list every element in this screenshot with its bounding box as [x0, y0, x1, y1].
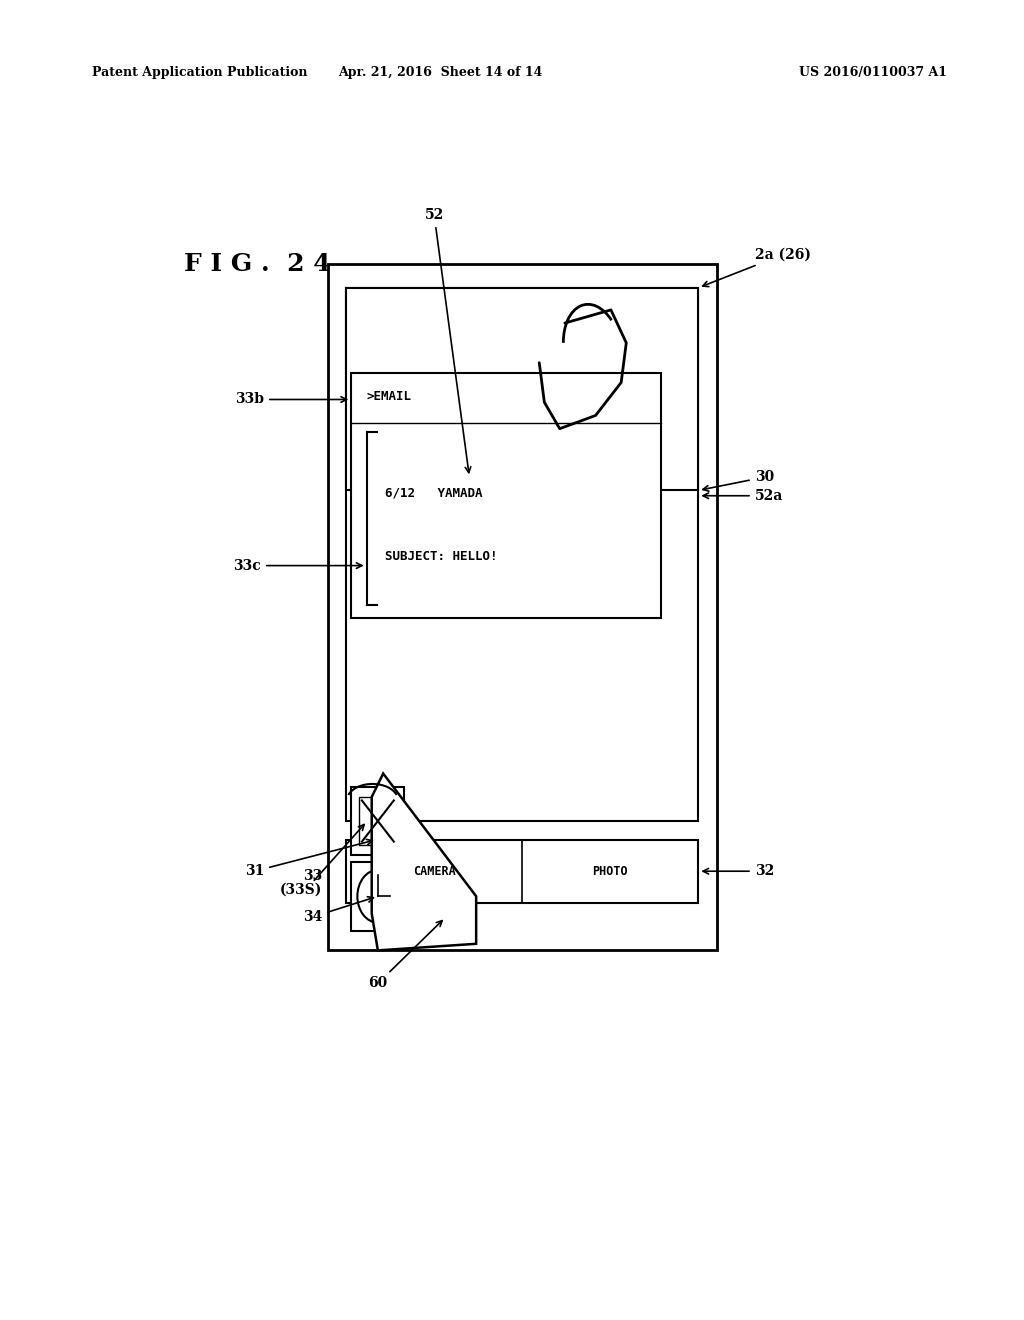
- Text: >EMAIL: >EMAIL: [367, 391, 412, 404]
- Bar: [351, 374, 662, 618]
- Bar: [346, 288, 698, 491]
- Polygon shape: [372, 774, 476, 950]
- Text: CAMERA: CAMERA: [413, 865, 456, 878]
- Text: 33: 33: [303, 869, 323, 883]
- Text: (33S): (33S): [281, 882, 323, 896]
- Text: 6/12   YAMADA: 6/12 YAMADA: [385, 487, 482, 499]
- Text: 33b: 33b: [236, 392, 346, 407]
- Text: 60: 60: [369, 920, 442, 990]
- Text: 32: 32: [703, 865, 774, 878]
- Text: 52a: 52a: [703, 488, 783, 503]
- Text: SUBJECT: HELLO!: SUBJECT: HELLO!: [385, 550, 498, 564]
- Text: PHOTO: PHOTO: [593, 865, 628, 878]
- Bar: [351, 787, 404, 855]
- Text: 52: 52: [425, 209, 471, 473]
- Text: US 2016/0110037 A1: US 2016/0110037 A1: [799, 66, 947, 79]
- Text: 34: 34: [303, 896, 374, 924]
- Text: 31: 31: [245, 840, 373, 878]
- Bar: [346, 288, 698, 821]
- Text: F I G .  2 4: F I G . 2 4: [184, 252, 331, 276]
- Text: Patent Application Publication: Patent Application Publication: [92, 66, 307, 79]
- Text: 33c: 33c: [233, 558, 361, 573]
- Text: 30: 30: [702, 470, 774, 491]
- Bar: [328, 264, 717, 950]
- Text: Apr. 21, 2016  Sheet 14 of 14: Apr. 21, 2016 Sheet 14 of 14: [338, 66, 543, 79]
- Text: 2a (26): 2a (26): [702, 248, 811, 286]
- Bar: [359, 797, 396, 845]
- Bar: [351, 862, 404, 931]
- Bar: [346, 840, 698, 903]
